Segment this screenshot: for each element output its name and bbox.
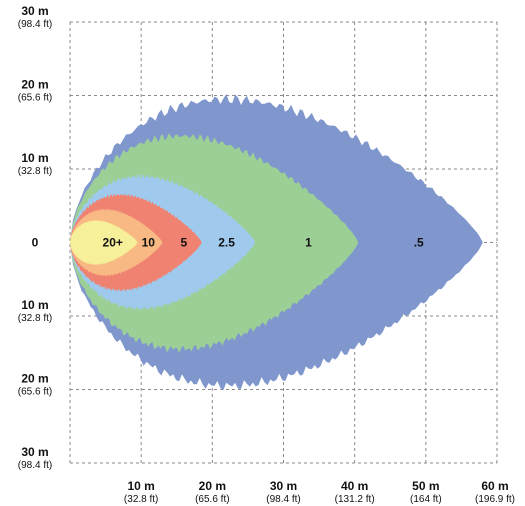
y-tick-sublabel: (32.8 ft) [18,166,52,177]
y-axis-labels: 30 m(98.4 ft)20 m(65.6 ft)10 m(32.8 ft)0… [18,4,52,471]
intensity-zones [70,94,483,391]
y-tick-label: 0 [32,236,39,250]
x-axis-labels: 10 m(32.8 ft) 20 m(65.6 ft) 30 m(98.4 ft) 4… [124,479,515,505]
y-tick-label: 10 m [21,151,48,165]
y-tick-label: 30 m [21,445,48,459]
x-tick-sublabel: (164 ft) [410,494,442,505]
y-tick-sublabel: (98.4 ft) [18,19,52,30]
x-tick-sublabel: (98.4 ft) [266,494,300,505]
x-tick-label: 10 m [127,479,154,493]
y-tick-sublabel: (65.6 ft) [18,93,52,104]
zone-labels: .5 1 2.5 5 10 20+ [103,236,425,250]
x-tick-label: 20 m [199,479,226,493]
x-tick-label: 60 m [481,479,508,493]
y-tick-label: 10 m [21,298,48,312]
y-tick-sublabel: (32.8 ft) [18,313,52,324]
zone-label: 2.5 [218,236,235,250]
y-tick-label: 20 m [21,372,48,386]
x-tick-label: 50 m [412,479,439,493]
zone-label: 5 [181,236,188,250]
x-tick-label: 30 m [270,479,297,493]
zone-label: 20+ [103,236,123,250]
zone-label: .5 [414,236,424,250]
x-tick-sublabel: (131.2 ft) [335,494,375,505]
x-tick-sublabel: (65.6 ft) [195,494,229,505]
y-tick-sublabel: (98.4 ft) [18,460,52,471]
x-tick-sublabel: (196.9 ft) [475,494,515,505]
x-tick-sublabel: (32.8 ft) [124,494,158,505]
zone-label: 1 [305,236,312,250]
zone-20-area [70,219,138,266]
x-tick-label: 40 m [341,479,368,493]
y-tick-label: 30 m [21,4,48,18]
y-tick-sublabel: (65.6 ft) [18,387,52,398]
zone-label: 10 [142,236,156,250]
y-tick-label: 20 m [21,78,48,92]
